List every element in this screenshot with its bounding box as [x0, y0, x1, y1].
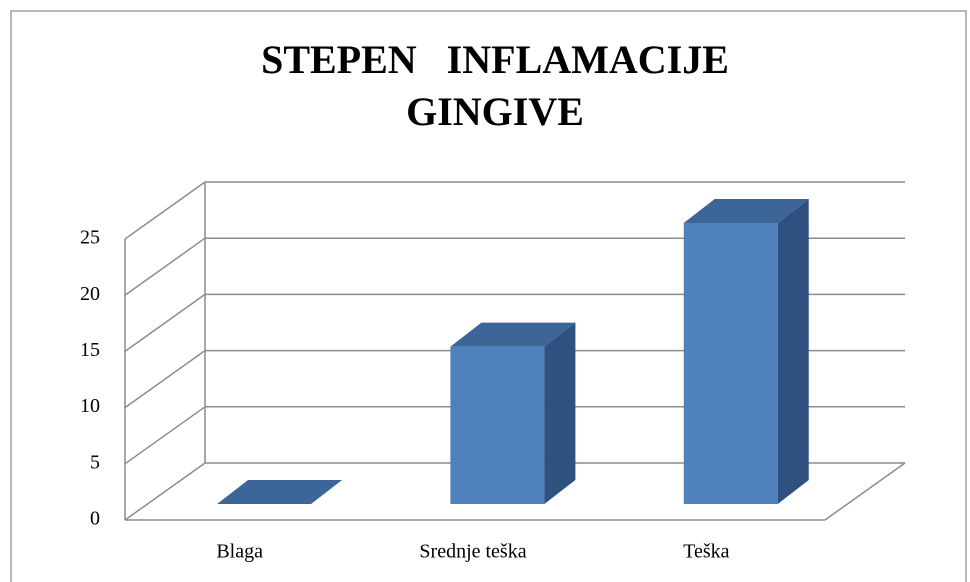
bar — [450, 322, 576, 505]
floor-edge — [824, 462, 906, 521]
y-tick-label: 20 — [80, 283, 100, 305]
grid-line — [124, 406, 206, 465]
y-tick-label: 25 — [80, 227, 100, 249]
x-tick-label: Srednje teška — [419, 541, 526, 563]
y-tick-label: 15 — [80, 339, 100, 361]
y-tick-label: 5 — [90, 451, 100, 473]
chart-title: STEPEN INFLAMACIJE — [261, 37, 729, 82]
chart-title: GINGIVE — [406, 89, 584, 134]
bar-side — [777, 199, 809, 505]
y-tick-label: 0 — [90, 508, 100, 530]
bar-front — [450, 346, 545, 505]
grid-line — [124, 462, 206, 521]
bar-front — [683, 223, 778, 505]
y-tick-label: 10 — [80, 395, 100, 417]
bar-top — [683, 199, 809, 224]
grid-line — [124, 349, 206, 409]
bar — [217, 480, 343, 505]
x-tick-label: Teška — [683, 541, 729, 563]
bar-top — [217, 480, 343, 505]
x-tick-label: Blaga — [216, 541, 263, 563]
bar — [683, 199, 809, 505]
bar-top — [450, 322, 576, 347]
grid-line — [124, 293, 206, 353]
bar-side — [544, 322, 576, 505]
grid-line — [124, 237, 206, 296]
grid-line — [124, 181, 206, 240]
